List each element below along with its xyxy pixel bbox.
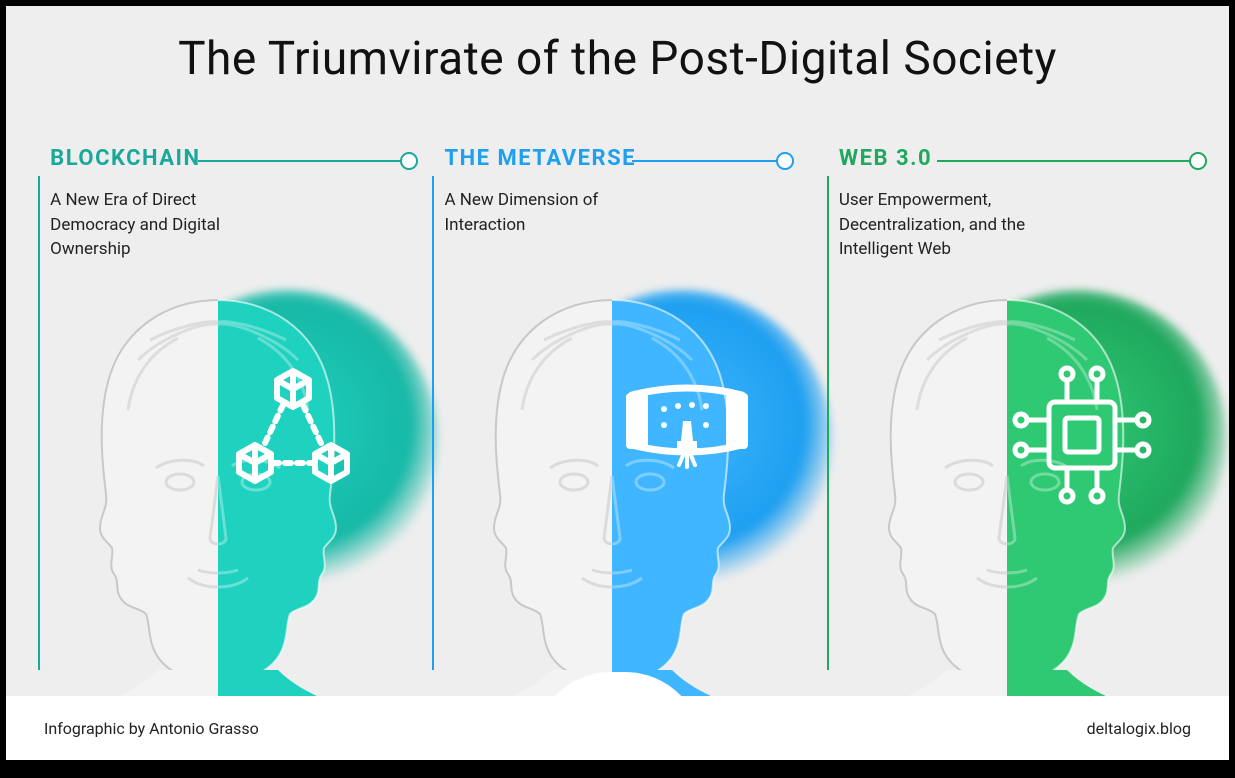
heading-row: THE METAVERSE	[422, 146, 812, 178]
connector-horizontal	[937, 160, 1195, 162]
bust-left-half	[38, 270, 218, 700]
footer-site: deltalogix.blog	[1087, 719, 1191, 738]
bust-graphic	[38, 270, 398, 700]
column-description: A New Era of Direct Democracy and Digita…	[28, 178, 268, 262]
footer-credit: Infographic by Antonio Grasso	[44, 719, 259, 738]
heading-row: BLOCKCHAIN	[28, 146, 418, 178]
column-heading: THE METAVERSE	[422, 146, 812, 171]
bust-graphic	[827, 270, 1187, 700]
bust-graphic	[432, 270, 792, 700]
column-web3: WEB 3.0 User Empowerment, Decentralizati…	[817, 146, 1207, 670]
heading-row: WEB 3.0	[817, 146, 1207, 178]
chip-icon	[1007, 360, 1157, 510]
connector-dot	[1189, 152, 1207, 170]
column-blockchain: BLOCKCHAIN A New Era of Direct Democracy…	[28, 146, 418, 670]
infographic-canvas: The Triumvirate of the Post-Digital Soci…	[6, 6, 1229, 760]
columns-container: BLOCKCHAIN A New Era of Direct Democracy…	[6, 146, 1229, 670]
column-heading: WEB 3.0	[817, 146, 1207, 171]
blockchain-icon	[218, 360, 368, 510]
column-description: User Empowerment, Decentralization, and …	[817, 178, 1057, 262]
column-heading: BLOCKCHAIN	[28, 146, 418, 171]
main-title: The Triumvirate of the Post-Digital Soci…	[6, 32, 1229, 86]
footer-bar: Infographic by Antonio Grasso deltalogix…	[6, 696, 1229, 760]
connector-horizontal	[632, 160, 782, 162]
column-description: A New Dimension of Interaction	[422, 178, 662, 237]
column-metaverse: THE METAVERSE A New Dimension of Interac…	[422, 146, 812, 670]
metaverse-icon	[612, 360, 762, 510]
connector-horizontal	[198, 160, 406, 162]
bust-left-half	[827, 270, 1007, 700]
bust-left-half	[432, 270, 612, 700]
